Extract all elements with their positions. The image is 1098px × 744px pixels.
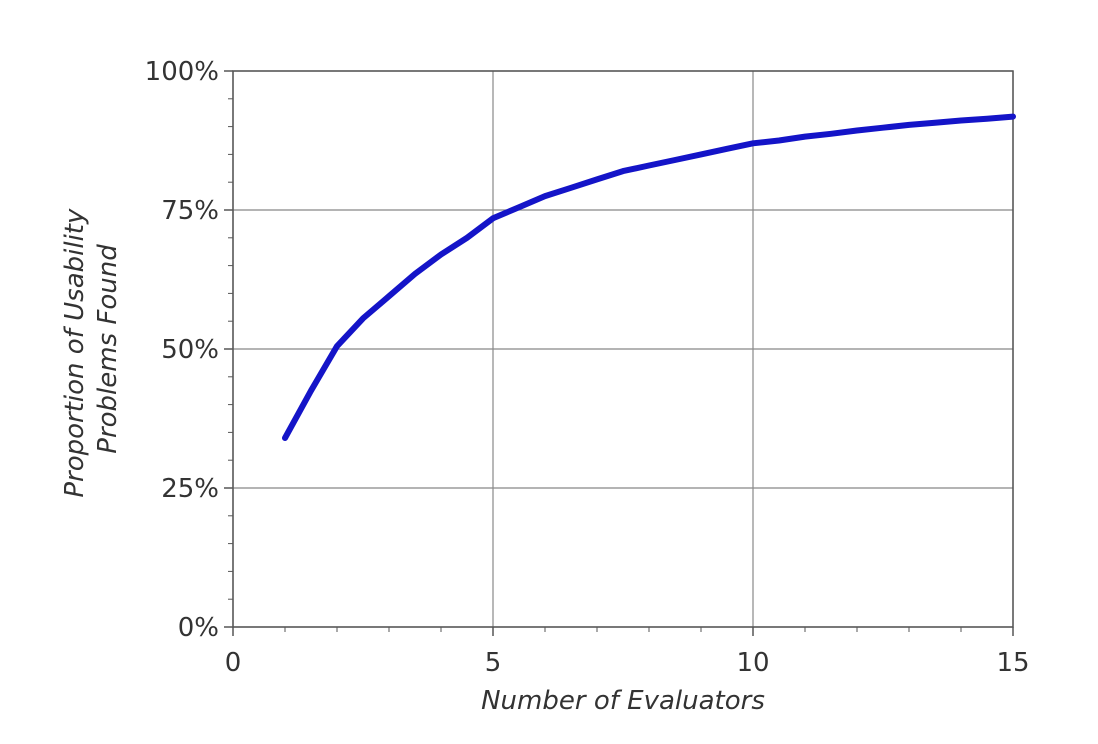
x-axis-title: Number of Evaluators — [481, 686, 765, 716]
gridlines — [224, 70, 1014, 636]
y-axis-title-line-1: Proportion of Usability — [60, 208, 90, 498]
x-tick-labels: 0 5 10 15 — [225, 648, 1030, 678]
y-axis-title-line-2: Problems Found — [93, 244, 123, 454]
x-tick-label: 15 — [996, 648, 1029, 678]
series-line — [282, 113, 1016, 441]
series-layer — [282, 113, 1016, 441]
y-axis-title: Proportion of Usability Problems Found — [60, 200, 123, 497]
x-tick-label: 10 — [736, 648, 769, 678]
y-tick-label: 50% — [161, 335, 219, 365]
y-tick-label: 100% — [145, 57, 219, 87]
x-tick-label: 0 — [225, 648, 242, 678]
y-tick-labels: 0% 25% 50% 75% 100% — [145, 57, 219, 643]
plot-frame — [232, 70, 1014, 628]
x-tick-label: 5 — [485, 648, 502, 678]
y-tick-label: 0% — [178, 613, 219, 643]
y-tick-label: 75% — [161, 196, 219, 226]
minor-ticks — [228, 70, 1014, 632]
y-tick-label: 25% — [161, 474, 219, 504]
